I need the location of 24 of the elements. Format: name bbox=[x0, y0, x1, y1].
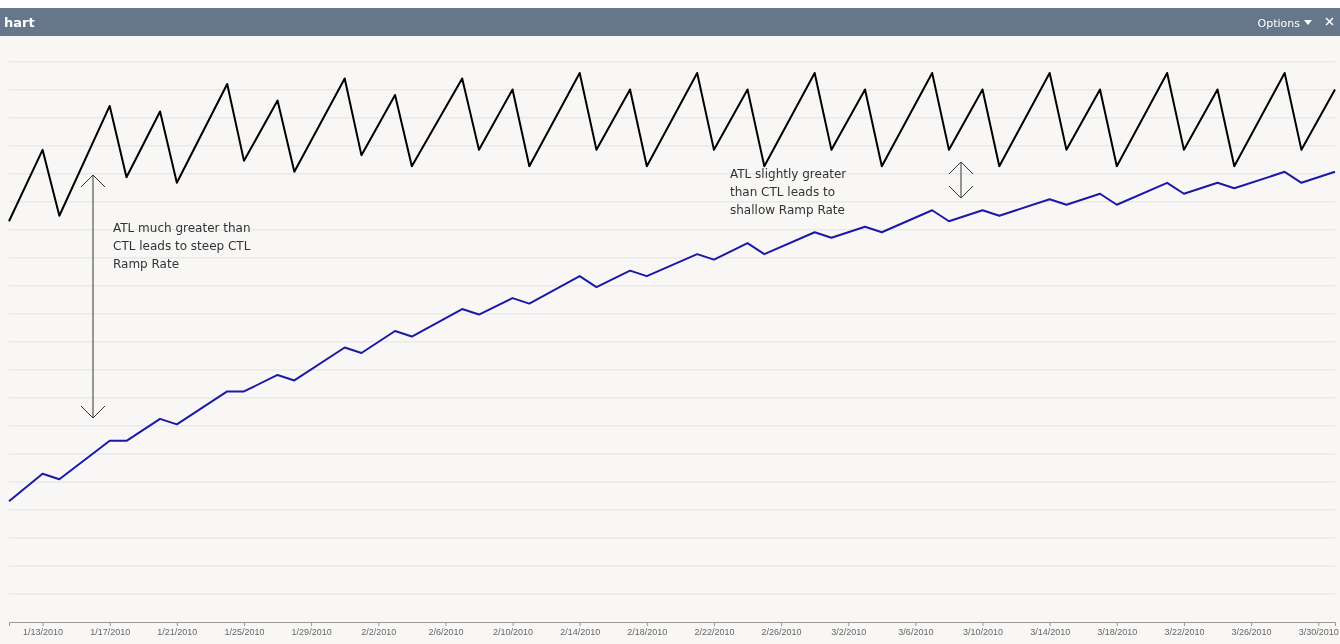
chart-title: hart bbox=[4, 15, 35, 30]
annotation: ATL much greater than CTL leads to steep CTL Ramp Rate bbox=[113, 221, 251, 271]
text: Options bbox=[1257, 17, 1301, 30]
x-tick-label: 3/2/2010 bbox=[831, 627, 867, 638]
x-tick-label: 3/10/2010 bbox=[963, 627, 1004, 638]
x-tick-label: 1/13/2010 bbox=[23, 627, 64, 638]
x-tick-label: 2/26/2010 bbox=[761, 627, 802, 638]
x-tick-label: 2/2/2010 bbox=[361, 627, 397, 638]
x-tick-label: 3/22/2010 bbox=[1164, 627, 1205, 638]
x-tick-label: 2/22/2010 bbox=[694, 627, 735, 638]
x-tick-label: 2/14/2010 bbox=[560, 627, 601, 638]
x-tick-label: 3/18/2010 bbox=[1097, 627, 1138, 638]
x-tick-label: 2/10/2010 bbox=[493, 627, 534, 638]
x-tick-label: 3/26/2010 bbox=[1231, 627, 1272, 638]
x-tick-label: 1/21/2010 bbox=[157, 627, 198, 638]
annotation: ATL slightly greater than CTL leads to shallow Ramp Rate bbox=[730, 167, 847, 217]
x-tick-label: 3/6/2010 bbox=[898, 627, 934, 638]
x-tick-label: 1/17/2010 bbox=[90, 627, 131, 638]
x-tick-label: 1/25/2010 bbox=[224, 627, 265, 638]
x-tick-label: 3/14/2010 bbox=[1030, 627, 1071, 638]
x-tick-label: 2/18/2010 bbox=[627, 627, 668, 638]
x-tick-label: 1/29/2010 bbox=[291, 627, 332, 638]
x-tick-label: 3/30/2010 bbox=[1298, 627, 1339, 638]
x-tick-label: 2/6/2010 bbox=[428, 627, 464, 638]
